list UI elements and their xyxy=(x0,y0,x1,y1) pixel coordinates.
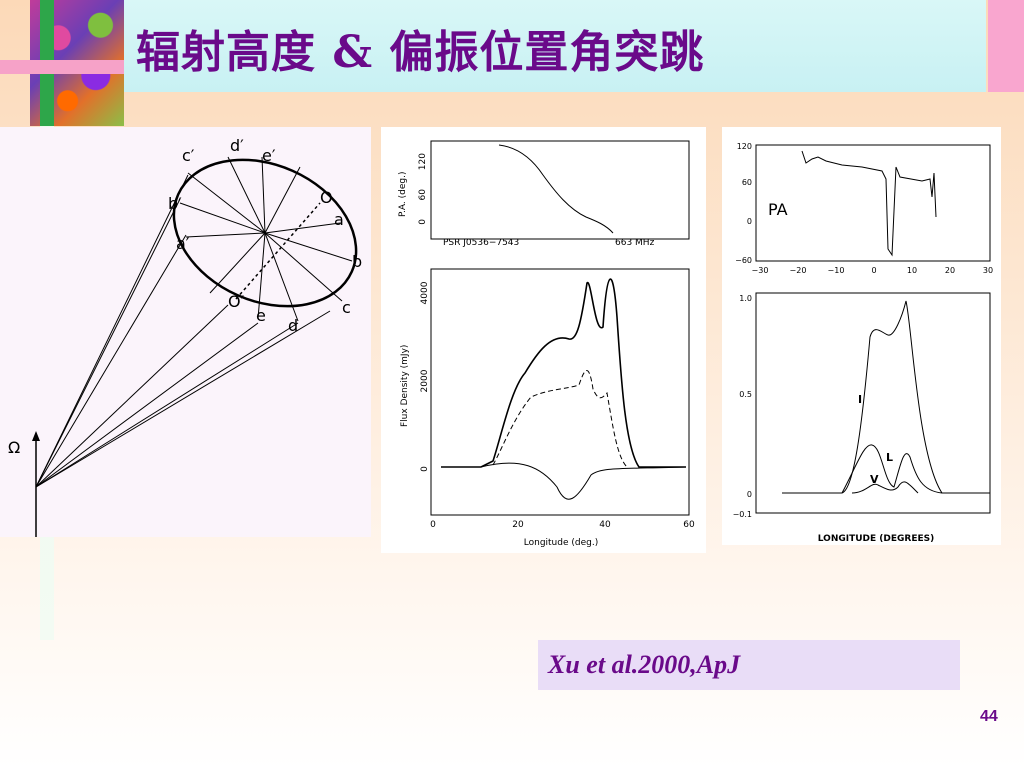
pa-x-tick: 30 xyxy=(983,266,993,275)
circular-curve xyxy=(851,481,919,494)
profile-tick: 0 xyxy=(747,490,752,499)
pa-x-tick: 0 xyxy=(871,266,876,275)
pa-x-tick: −20 xyxy=(790,266,807,275)
pa-swing-curve xyxy=(801,150,937,257)
pa-label: PA xyxy=(768,200,788,219)
decorative-right-strip xyxy=(988,0,1024,92)
pa-tick: 120 xyxy=(418,153,428,170)
source-label: PSR J0536−7543 xyxy=(443,238,519,248)
slide-title: 辐射高度 & 偏振位置角突跳 xyxy=(136,27,705,78)
flux-total-intensity-curve xyxy=(441,278,686,468)
omega-label: Ω xyxy=(8,438,20,457)
pulsar-pa-profile-figure: 120 60 0 −60 PA −30 −20 −10 0 10 20 30 1… xyxy=(722,127,1001,545)
flux-circular-curve xyxy=(480,462,687,500)
pa-tick: 60 xyxy=(742,178,752,187)
label-e: e xyxy=(256,306,266,325)
pa-x-tick: −10 xyxy=(828,266,845,275)
profile-tick: 1.0 xyxy=(739,294,752,303)
decorative-horizontal-stripe xyxy=(0,60,124,74)
label-b-prime: b′ xyxy=(168,194,182,213)
emission-cone-diagram: Ω c′ xyxy=(0,127,371,537)
pa-x-tick: 20 xyxy=(945,266,955,275)
flux-axis-label: Flux Density (mJy) xyxy=(400,345,410,427)
label-a: a xyxy=(334,210,344,229)
curve-label-l: L xyxy=(886,451,893,464)
flux-tick: 4000 xyxy=(420,281,430,304)
pa-x-tick: −30 xyxy=(752,266,769,275)
curve-label-i: I xyxy=(858,393,862,406)
pa-x-tick: 10 xyxy=(907,266,917,275)
pa-axis-label: P.A. (deg.) xyxy=(398,172,408,217)
label-d-prime: d′ xyxy=(230,136,244,155)
x-tick: 0 xyxy=(430,520,436,530)
citation-text: Xu et al.2000,ApJ xyxy=(548,650,741,679)
title-bar xyxy=(124,0,986,92)
label-b: b xyxy=(352,252,362,271)
page-number: 44 xyxy=(980,708,998,725)
pulsar-profile-figure: P.A. (deg.) 120 60 0 PSR J0536−7543 663 … xyxy=(381,127,706,553)
pa-curve xyxy=(498,144,614,234)
pa-tick: 60 xyxy=(418,189,428,201)
label-d: d xyxy=(288,316,298,335)
linear-curve xyxy=(841,444,943,494)
pa-tick: 0 xyxy=(747,217,752,226)
frequency-label: 663 MHz xyxy=(615,238,655,248)
x-tick: 40 xyxy=(599,520,611,530)
intensity-curve xyxy=(782,300,990,494)
label-o-prime: O′ xyxy=(228,292,245,311)
x-tick: 60 xyxy=(683,520,695,530)
label-c: c xyxy=(342,298,351,317)
pa-tick: −60 xyxy=(735,256,752,265)
label-o: O xyxy=(320,188,333,207)
x-axis-label: Longitude (deg.) xyxy=(524,538,598,548)
label-c-prime: c′ xyxy=(182,146,195,165)
pa-tick: 120 xyxy=(737,142,752,151)
flux-linear-curve xyxy=(492,370,628,468)
x-tick: 20 xyxy=(512,520,524,530)
curve-label-v: V xyxy=(870,473,879,486)
label-e-prime: e′ xyxy=(262,146,276,165)
profile-tick: −0.1 xyxy=(733,510,752,519)
profile-x-axis-label: LONGITUDE (DEGREES) xyxy=(818,534,934,544)
pa-tick: 0 xyxy=(418,219,428,225)
flux-tick: 2000 xyxy=(420,369,430,392)
flux-tick: 0 xyxy=(420,466,430,472)
label-a-prime: a′ xyxy=(176,234,190,253)
citation-box: Xu et al.2000,ApJ xyxy=(538,640,960,690)
profile-tick: 0.5 xyxy=(739,390,752,399)
